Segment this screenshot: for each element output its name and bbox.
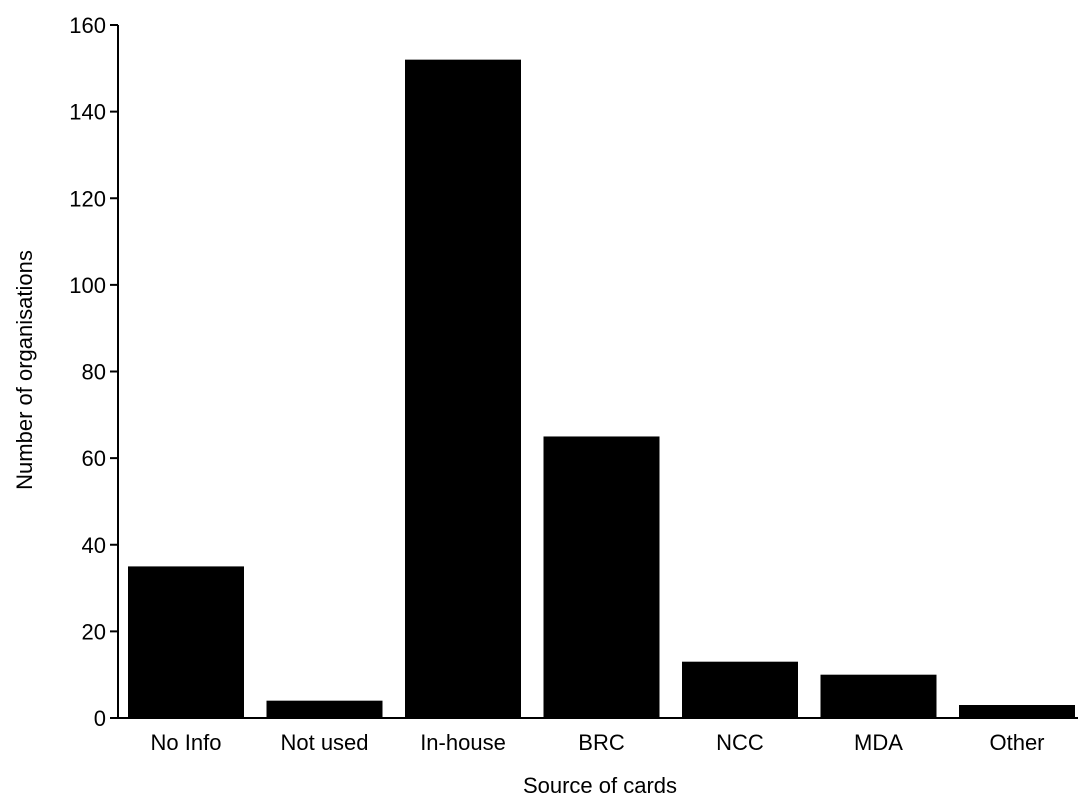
bar-ncc xyxy=(682,661,798,718)
axes-layer xyxy=(110,24,1078,719)
x-tick-label-not-used: Not used xyxy=(280,730,368,755)
y-tick-label-60: 60 xyxy=(82,446,106,471)
y-tick-label-100: 100 xyxy=(69,273,106,298)
bars-layer xyxy=(128,59,1075,718)
y-tick-label-40: 40 xyxy=(82,533,106,558)
bar-other xyxy=(959,705,1075,718)
y-tick-label-20: 20 xyxy=(82,619,106,644)
y-tick-label-80: 80 xyxy=(82,360,106,385)
y-tick-label-0: 0 xyxy=(94,706,106,731)
x-tick-label-ncc: NCC xyxy=(716,730,764,755)
x-tick-label-no-info: No Info xyxy=(151,730,222,755)
bar-mda xyxy=(820,674,937,718)
labels-layer: No Info Not used In-house BRC NCC MDA Other 0 20… xyxy=(69,13,1044,755)
bar-not-used xyxy=(266,700,383,718)
bar-in-house xyxy=(405,59,521,718)
x-tick-label-other: Other xyxy=(989,730,1044,755)
x-tick-label-mda: MDA xyxy=(854,730,903,755)
x-tick-label-brc: BRC xyxy=(578,730,625,755)
x-tick-label-in-house: In-house xyxy=(420,730,506,755)
y-tick-label-120: 120 xyxy=(69,186,106,211)
y-tick-label-160: 160 xyxy=(69,13,106,38)
bar-brc xyxy=(543,436,660,718)
bar-no-info xyxy=(128,566,244,718)
y-axis-title: Number of organisations xyxy=(12,250,37,490)
y-tick-label-140: 140 xyxy=(69,100,106,125)
x-axis-title: Source of cards xyxy=(523,773,677,798)
